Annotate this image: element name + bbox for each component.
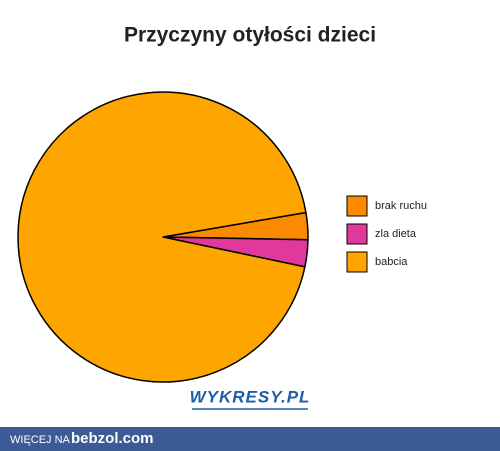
pie [17,91,309,383]
legend-label: babcia [375,256,408,268]
footer-site: bebzol.com [71,430,154,447]
legend-label: brak ruchu [375,200,427,212]
legend-label: zla dieta [375,228,417,240]
pie-slice [17,91,307,383]
chart-title: Przyczyny otyłości dzieci [124,24,376,47]
legend-swatch [346,251,368,273]
legend-swatch [346,223,368,245]
watermark: WYKRESY.PL [190,387,311,406]
legend: brak ruchu zla dieta babcia [346,195,427,273]
legend-swatch [346,195,368,217]
footer-prefix: WIĘCEJ NA [10,434,71,446]
footer-bar [0,427,500,451]
